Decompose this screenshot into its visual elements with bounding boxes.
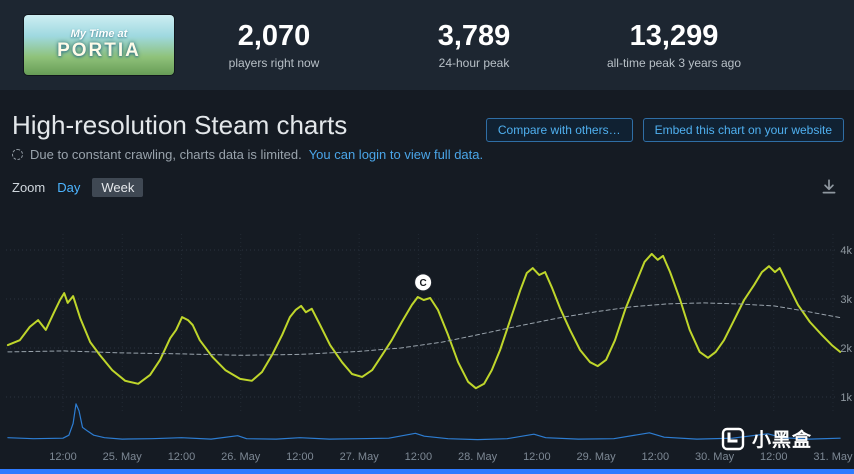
stat-current-players-label: players right now: [228, 56, 320, 71]
x-axis-label: 27. May: [340, 451, 380, 463]
x-axis-label: 12:00: [523, 451, 551, 463]
chart-actions: Compare with others… Embed this chart on…: [485, 118, 844, 142]
stat-alltime-peak-label: all-time peak 3 years ago: [606, 56, 742, 71]
stat-alltime-peak: 13,299 all-time peak 3 years ago: [574, 20, 774, 70]
players-line: [6, 252, 842, 390]
game-title-line1: My Time at: [70, 28, 128, 40]
embed-chart-button[interactable]: Embed this chart on your website: [642, 118, 844, 142]
stat-24h-peak: 3,789 24-hour peak: [374, 20, 574, 70]
app-stats-header: My Time at PORTIA 2,070 players right no…: [0, 0, 854, 90]
crawl-limit-notice: Due to constant crawling, charts data is…: [12, 147, 483, 162]
compare-with-others-button[interactable]: Compare with others…: [485, 118, 633, 142]
zoom-label: Zoom: [12, 180, 46, 195]
x-axis-label: 12:00: [286, 451, 314, 463]
login-link[interactable]: You can login to view full data.: [308, 147, 484, 162]
watermark-text: 小黑盒: [751, 430, 812, 451]
players-chart-canvas[interactable]: 4k 3k 2k 1k 12:00 25. May 12:00 26. May 12:00 27.…: [0, 208, 854, 466]
page-title: High-resolution Steam charts: [12, 110, 348, 140]
x-axis-label: 12:00: [760, 451, 788, 463]
stat-current-players-value: 2,070: [237, 19, 311, 52]
event-marker-label: C: [420, 278, 427, 289]
x-axis-label: 30. May: [695, 451, 735, 463]
zoom-option-day[interactable]: Day: [57, 180, 81, 195]
x-axis-label: 28. May: [458, 451, 498, 463]
y-axis-label: 1k: [840, 392, 852, 404]
trend-average-line: [7, 302, 841, 356]
game-title-line2: PORTIA: [57, 40, 141, 61]
twitch-viewers-line: [7, 403, 841, 441]
x-axis-label: 25. May: [103, 451, 143, 463]
zoom-option-week[interactable]: Week: [92, 178, 144, 197]
stat-24h-peak-value: 3,789: [437, 19, 511, 52]
x-axis-label: 12:00: [405, 451, 433, 463]
stat-alltime-peak-value: 13,299: [629, 19, 719, 52]
dashed-circle-icon: [12, 149, 23, 160]
game-capsule-image[interactable]: My Time at PORTIA: [24, 15, 174, 75]
bottom-accent-bar: [0, 469, 854, 474]
y-axis-label: 4k: [840, 245, 852, 257]
download-chart-icon[interactable]: [820, 178, 838, 196]
x-axis-label: 12:00: [49, 451, 77, 463]
x-axis-label: 26. May: [221, 451, 261, 463]
x-axis-label: 31. May: [813, 451, 853, 463]
zoom-controls: Zoom Day Week: [12, 178, 144, 197]
y-axis-label: 2k: [840, 343, 852, 355]
event-marker[interactable]: [414, 273, 433, 292]
notice-text: Due to constant crawling, charts data is…: [30, 147, 302, 162]
player-stats: 2,070 players right now 3,789 24-hour pe…: [174, 20, 774, 70]
heybox-logo-icon: [721, 427, 745, 450]
x-axis-label: 29. May: [576, 451, 616, 463]
stat-24h-peak-label: 24-hour peak: [438, 56, 510, 71]
x-axis-label: 12:00: [168, 451, 196, 463]
x-axis-label: 12:00: [642, 451, 670, 463]
y-axis-label: 3k: [840, 294, 852, 306]
heybox-watermark: 小黑盒: [721, 425, 812, 452]
stat-current-players: 2,070 players right now: [174, 20, 374, 70]
